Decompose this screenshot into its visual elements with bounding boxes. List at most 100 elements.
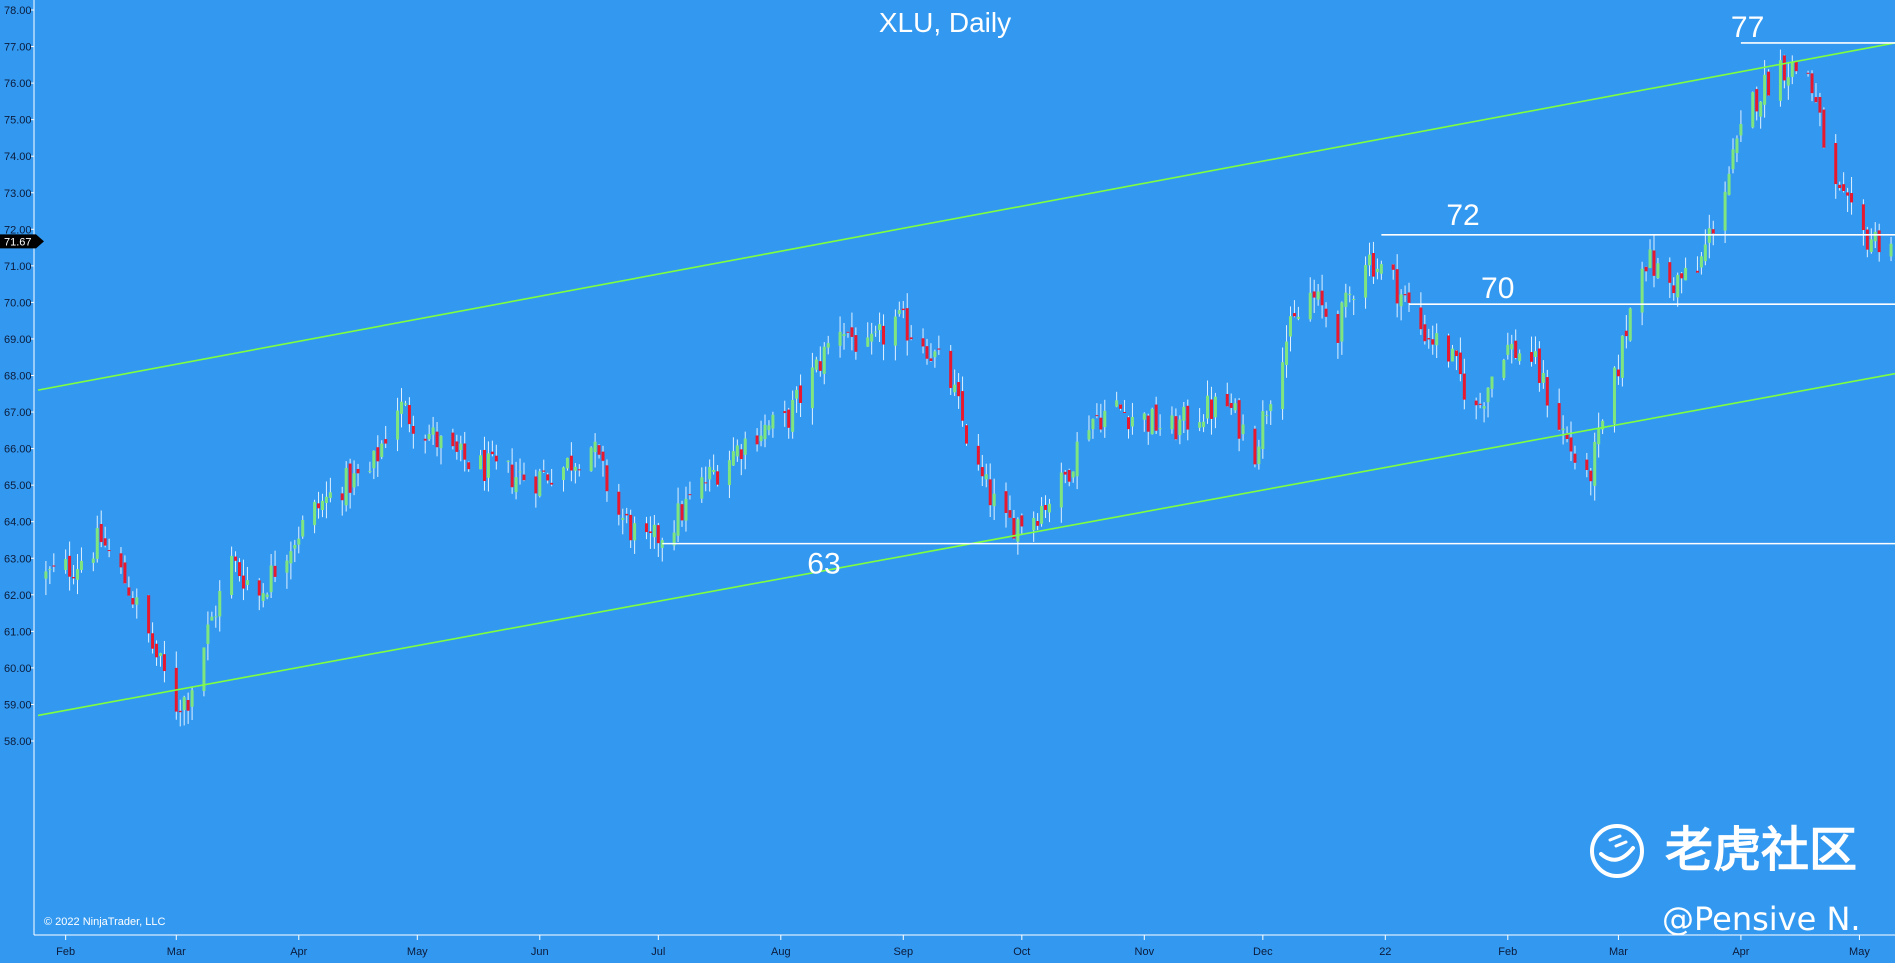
candle-down [648, 531, 652, 534]
candle-up [1115, 400, 1119, 407]
candle-down [127, 587, 131, 596]
candle-down [103, 538, 107, 546]
candle-down [482, 449, 486, 482]
candle-down [155, 643, 159, 658]
candle-up [1233, 403, 1237, 411]
x-tick-label: Jun [531, 946, 549, 958]
candle-down [1312, 291, 1316, 298]
candle-up [1288, 316, 1292, 337]
candle-down [965, 425, 968, 444]
candle-down [1186, 405, 1190, 430]
candle-down [1652, 250, 1656, 276]
candle-down [1834, 143, 1838, 185]
candle-down [1530, 352, 1534, 362]
candle-up [1450, 348, 1454, 362]
candle-up [684, 498, 688, 521]
candle-up [1731, 149, 1735, 170]
candle-up [320, 500, 324, 510]
candle-down [1423, 324, 1427, 342]
candle-down [178, 710, 182, 713]
candle-up [676, 503, 680, 536]
candle-up [795, 389, 799, 399]
x-tick-label: May [407, 946, 428, 958]
candle-up [878, 324, 882, 331]
candle-up [1032, 517, 1036, 531]
candle-down [550, 482, 554, 485]
candle-down [1557, 403, 1561, 430]
candle-down [569, 455, 573, 471]
candle-down [348, 463, 352, 493]
candle-down [99, 523, 103, 543]
y-tick-label: 78.00 [4, 5, 32, 17]
candle-down [799, 385, 803, 403]
candle-up [218, 590, 222, 617]
candle-down [1012, 518, 1016, 539]
candle-up [1786, 77, 1790, 86]
x-tick-label: Oct [1013, 946, 1030, 958]
trend-line[interactable] [37, 372, 1895, 717]
candle-up [293, 544, 297, 549]
candle-up [893, 316, 897, 346]
candle-down [905, 308, 909, 341]
candle-down [1794, 61, 1798, 72]
candle-up [735, 445, 739, 457]
candle-up [427, 434, 431, 440]
candle-down [680, 504, 684, 521]
candle-up [44, 571, 48, 579]
candle-down [384, 439, 388, 444]
candle-down [1672, 285, 1676, 294]
candle-up [1206, 395, 1210, 419]
y-tick-label: 63.00 [4, 553, 32, 565]
candle-up [1727, 173, 1731, 195]
candle-up [1640, 268, 1644, 313]
x-tick-label: Apr [290, 946, 307, 958]
current-price-tag: 71.67 [0, 234, 44, 249]
candle-down [234, 556, 238, 561]
candle-up [1763, 74, 1767, 105]
candle-up [712, 469, 716, 472]
candle-down [376, 447, 380, 462]
candle-down [1514, 340, 1518, 359]
candle-down [937, 348, 941, 350]
candle-up [1071, 471, 1075, 478]
candle-up [506, 460, 510, 462]
candle-up [64, 559, 68, 570]
candle-up [1612, 367, 1616, 424]
candle-up [1040, 506, 1044, 524]
y-axis: 58.00 59.00 60.00 61.00 62.00 63.00 64.00 65.00… [4, 0, 35, 935]
candle-down [317, 503, 321, 509]
y-tick-label: 61.00 [4, 626, 32, 638]
candle-up [1344, 292, 1348, 307]
candle-up [1735, 138, 1739, 154]
candle-down [1537, 348, 1541, 383]
level-label-77: 77 [1731, 11, 1764, 44]
candle-up [1198, 422, 1202, 428]
candle-down [186, 700, 190, 711]
y-tick-label: 60.00 [4, 663, 32, 675]
candle-down [162, 654, 166, 672]
candle-down [818, 361, 822, 371]
candle-up [313, 501, 317, 526]
candle-down [1838, 184, 1842, 189]
candle-down [1877, 230, 1881, 253]
candle-up [372, 450, 376, 469]
level-label-63: 63 [807, 548, 840, 581]
candle-up [672, 532, 676, 546]
candle-down [1020, 515, 1024, 527]
trend-line[interactable] [37, 42, 1895, 391]
candle-up [1261, 411, 1265, 450]
candle-down [1292, 313, 1296, 317]
candle-down [1616, 369, 1620, 377]
candle-up [842, 334, 846, 337]
candle-down [356, 468, 360, 474]
candle-up [1656, 263, 1660, 279]
candle-up [1703, 244, 1707, 262]
candle-up [1142, 413, 1146, 420]
candle-down [1458, 352, 1462, 375]
candle-up [230, 555, 234, 596]
candle-down [1585, 459, 1589, 471]
chart-title: XLU, Daily [879, 7, 1011, 38]
candle-down [704, 482, 708, 484]
